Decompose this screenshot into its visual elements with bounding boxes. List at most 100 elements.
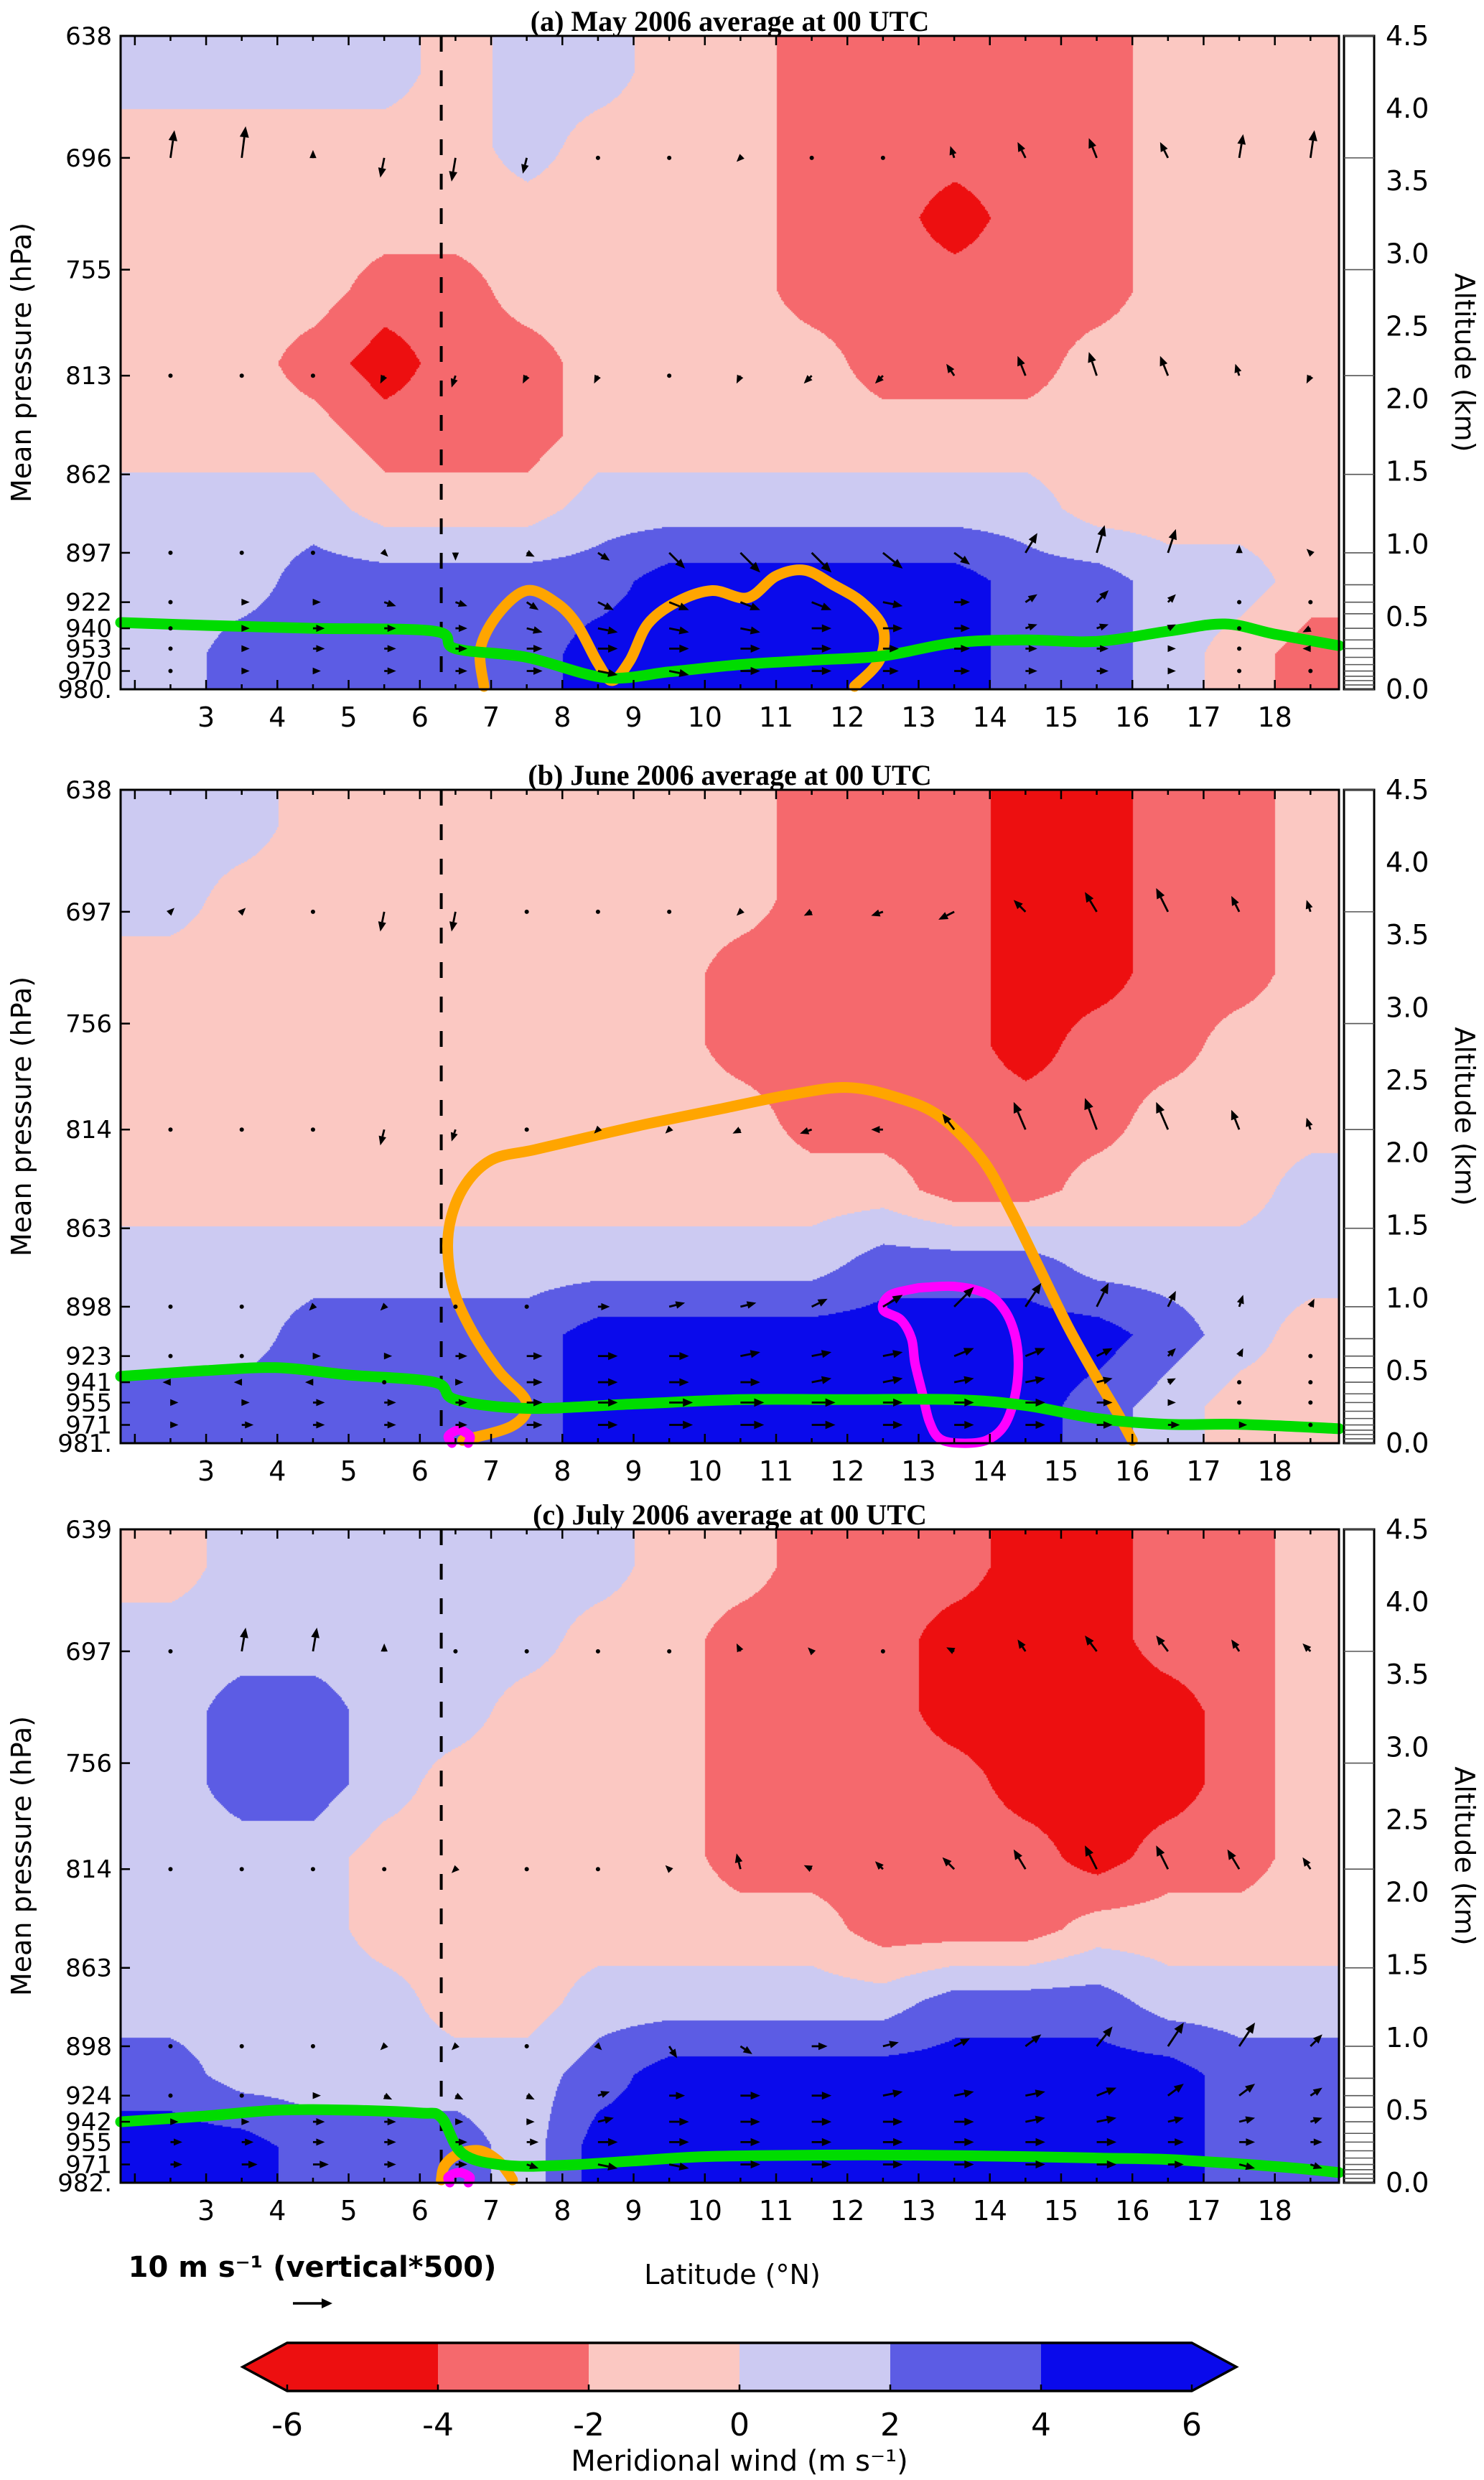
svg-text:2: 2 <box>880 2407 900 2443</box>
svg-text:955: 955 <box>65 1389 112 1417</box>
svg-text:0: 0 <box>729 2407 750 2443</box>
svg-text:0.5: 0.5 <box>1386 2094 1429 2126</box>
svg-text:756: 756 <box>65 1750 112 1779</box>
panel-b-pressure-axis-label: Mean pressure (hPa) <box>6 976 37 1257</box>
panel-c-field <box>121 1529 1339 2183</box>
svg-text:16: 16 <box>1115 701 1149 733</box>
svg-text:756: 756 <box>65 1010 112 1039</box>
svg-text:639: 639 <box>65 1516 112 1544</box>
quiver-reference-label: 10 m s⁻¹ (vertical*500) <box>128 2251 497 2284</box>
svg-text:4.5: 4.5 <box>1386 774 1429 806</box>
svg-text:6: 6 <box>411 1455 429 1487</box>
svg-text:1.0: 1.0 <box>1386 2022 1429 2054</box>
svg-text:9: 9 <box>625 1455 642 1487</box>
svg-text:980.: 980. <box>57 676 112 704</box>
svg-text:898: 898 <box>65 2033 112 2061</box>
svg-text:814: 814 <box>65 1116 112 1145</box>
svg-text:3.5: 3.5 <box>1386 919 1429 951</box>
svg-text:10: 10 <box>688 2195 722 2227</box>
svg-text:2.5: 2.5 <box>1386 310 1429 342</box>
svg-text:942: 942 <box>65 2108 112 2137</box>
svg-text:981.: 981. <box>57 1430 112 1458</box>
svg-text:953: 953 <box>65 635 112 663</box>
svg-text:2.5: 2.5 <box>1386 1804 1429 1835</box>
svg-text:16: 16 <box>1115 2195 1149 2227</box>
svg-text:0.5: 0.5 <box>1386 1355 1429 1386</box>
svg-text:12: 12 <box>830 1455 864 1487</box>
svg-text:18: 18 <box>1258 701 1292 733</box>
svg-text:1.5: 1.5 <box>1386 1210 1429 1241</box>
svg-text:12: 12 <box>830 2195 864 2227</box>
svg-text:14: 14 <box>973 1455 1007 1487</box>
svg-text:13: 13 <box>901 701 935 733</box>
svg-text:2.0: 2.0 <box>1386 1137 1429 1169</box>
panel-a-pressure-axis-label: Mean pressure (hPa) <box>6 222 37 503</box>
panel-b-title: (b) June 2006 average at 00 UTC <box>528 759 932 791</box>
panel-a-altitude-axis-label: Altitude (km) <box>1449 273 1480 452</box>
svg-text:4.0: 4.0 <box>1386 93 1429 124</box>
panel-b-field <box>121 790 1339 1443</box>
svg-text:8: 8 <box>554 701 571 733</box>
svg-text:18: 18 <box>1258 1455 1292 1487</box>
svg-text:17: 17 <box>1186 2195 1221 2227</box>
svg-text:10: 10 <box>688 1455 722 1487</box>
panel-a-title: (a) May 2006 average at 00 UTC <box>530 5 930 37</box>
svg-text:13: 13 <box>901 1455 935 1487</box>
svg-text:15: 15 <box>1044 701 1078 733</box>
svg-text:0.0: 0.0 <box>1386 673 1429 705</box>
svg-text:10: 10 <box>688 701 722 733</box>
svg-text:863: 863 <box>65 1215 112 1244</box>
svg-text:897: 897 <box>65 539 112 568</box>
svg-text:955: 955 <box>65 2128 112 2157</box>
svg-text:814: 814 <box>65 1855 112 1884</box>
svg-text:11: 11 <box>759 701 793 733</box>
svg-text:9: 9 <box>625 701 642 733</box>
svg-text:4: 4 <box>269 701 286 733</box>
svg-text:863: 863 <box>65 1954 112 1983</box>
x-axis-label: Latitude (°N) <box>644 2259 821 2290</box>
svg-text:922: 922 <box>65 589 112 617</box>
svg-text:4.5: 4.5 <box>1386 1514 1429 1545</box>
svg-text:923: 923 <box>65 1343 112 1371</box>
svg-text:6: 6 <box>1182 2407 1202 2443</box>
svg-text:17: 17 <box>1186 701 1221 733</box>
svg-text:3: 3 <box>197 701 215 733</box>
svg-text:4.0: 4.0 <box>1386 847 1429 878</box>
svg-text:4: 4 <box>269 1455 286 1487</box>
svg-text:6: 6 <box>411 701 429 733</box>
panel-c-pressure-axis-label: Mean pressure (hPa) <box>6 1715 37 1997</box>
svg-text:5: 5 <box>340 701 357 733</box>
svg-text:982.: 982. <box>57 2169 112 2198</box>
svg-text:7: 7 <box>482 701 500 733</box>
panel-b-altitude-axis-label: Altitude (km) <box>1449 1027 1480 1206</box>
svg-text:3.5: 3.5 <box>1386 1659 1429 1690</box>
svg-text:696: 696 <box>65 144 112 173</box>
svg-text:2.5: 2.5 <box>1386 1064 1429 1096</box>
svg-text:3.0: 3.0 <box>1386 1731 1429 1763</box>
svg-text:5: 5 <box>340 1455 357 1487</box>
svg-text:940: 940 <box>65 615 112 643</box>
svg-text:3: 3 <box>197 2195 215 2227</box>
svg-text:3.0: 3.0 <box>1386 238 1429 269</box>
svg-text:638: 638 <box>65 22 112 51</box>
svg-text:970: 970 <box>65 658 112 686</box>
svg-text:9: 9 <box>625 2195 642 2227</box>
svg-text:15: 15 <box>1044 1455 1078 1487</box>
svg-text:4: 4 <box>1031 2407 1051 2443</box>
svg-text:12: 12 <box>830 701 864 733</box>
svg-text:8: 8 <box>554 1455 571 1487</box>
svg-text:971: 971 <box>65 1412 112 1440</box>
svg-text:697: 697 <box>65 898 112 927</box>
svg-text:4: 4 <box>269 2195 286 2227</box>
svg-text:-4: -4 <box>422 2407 454 2443</box>
svg-text:2.0: 2.0 <box>1386 1877 1429 1908</box>
svg-text:15: 15 <box>1044 2195 1078 2227</box>
svg-text:6: 6 <box>411 2195 429 2227</box>
svg-text:3.0: 3.0 <box>1386 992 1429 1023</box>
svg-text:813: 813 <box>65 362 112 391</box>
svg-text:16: 16 <box>1115 1455 1149 1487</box>
colorbar-title: Meridional wind (m s⁻¹) <box>571 2445 908 2478</box>
svg-text:0.5: 0.5 <box>1386 601 1429 633</box>
svg-text:898: 898 <box>65 1293 112 1322</box>
